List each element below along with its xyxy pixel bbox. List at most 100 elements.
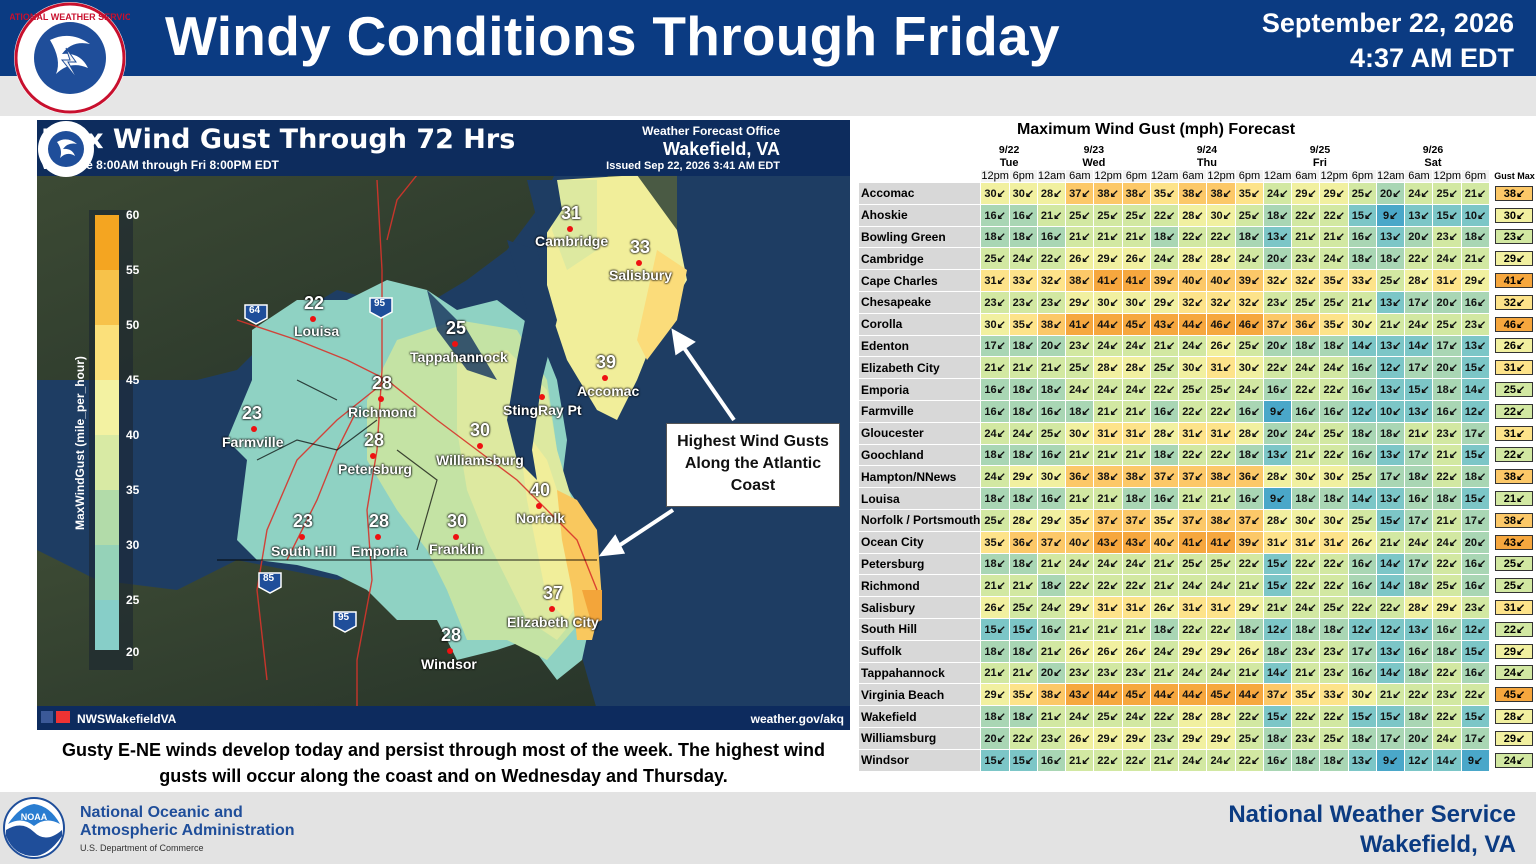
highway-label: 64 bbox=[249, 305, 261, 316]
city-label: Cambridge bbox=[535, 233, 609, 249]
table-gust-cell: 25↙ bbox=[980, 508, 1010, 532]
table-gust-cell: 15↙ bbox=[1461, 487, 1490, 510]
table-location: Emporia bbox=[857, 378, 982, 401]
table-max-value: 38↙ bbox=[1495, 512, 1534, 528]
table-gust-cell: 24↙ bbox=[1036, 596, 1067, 619]
table-gust-cell: 25↙ bbox=[1093, 705, 1123, 728]
table-hour-header: 12am bbox=[1036, 169, 1067, 183]
city-label: Windsor bbox=[421, 656, 477, 672]
table-gust-cell: 41↙ bbox=[1178, 530, 1208, 554]
table-gust-cell: 23↙ bbox=[1065, 661, 1095, 685]
table-gust-cell: 15↙ bbox=[1461, 356, 1490, 380]
city-label: Accomac bbox=[577, 383, 640, 399]
table-gust-cell: 43↙ bbox=[1121, 530, 1151, 554]
table-gust-cell: 16↙ bbox=[1404, 639, 1434, 663]
table-gap bbox=[1489, 269, 1494, 292]
table-gust-cell: 16↙ bbox=[1461, 661, 1490, 685]
table-gust-cell: 35↙ bbox=[1149, 508, 1180, 532]
table-row: Emporia 16↙ 18↙ 18↙ 24↙ 24↙ 24↙ 22↙ 25↙ 25↙ 24↙ 16↙… bbox=[857, 378, 1536, 401]
table-gust-cell: 18↙ bbox=[1234, 225, 1264, 249]
table-location: Farmville bbox=[857, 399, 982, 423]
table-gust-cell: 21↙ bbox=[1375, 312, 1406, 336]
table-gust-cell: 32↙ bbox=[1291, 269, 1321, 292]
table-gust-cell: 33↙ bbox=[1347, 269, 1377, 292]
table-gust-cell: 17↙ bbox=[1461, 726, 1490, 750]
table-gust-cell: 16↙ bbox=[1347, 661, 1377, 685]
table-max-cell: 38↙ bbox=[1492, 465, 1536, 489]
table-gust-cell: 25↙ bbox=[1036, 421, 1067, 445]
city-marker bbox=[549, 606, 555, 612]
map-wfo-block: Weather Forecast Office Wakefield, VA Is… bbox=[606, 124, 780, 172]
table-day-header: Fri bbox=[1262, 156, 1377, 170]
table-gust-cell: 41↙ bbox=[1065, 312, 1095, 336]
table-gust-cell: 22↙ bbox=[1319, 203, 1349, 227]
table-max-cell: 31↙ bbox=[1492, 421, 1536, 445]
table-gust-cell: 24↙ bbox=[1291, 356, 1321, 380]
city-marker bbox=[567, 226, 573, 232]
table-gust-cell: 35↙ bbox=[1008, 683, 1038, 707]
table-location: Petersburg bbox=[857, 552, 982, 576]
table-gap bbox=[1489, 378, 1494, 401]
table-gust-cell: 13↙ bbox=[1461, 334, 1490, 358]
table-gust-cell: 20↙ bbox=[1262, 247, 1293, 271]
table-gust-cell: 15↙ bbox=[1262, 574, 1293, 598]
table-gust-cell: 16↙ bbox=[1432, 399, 1462, 423]
nws-logo-icon: NATIONAL WEATHER SERVICE bbox=[10, 2, 130, 114]
table-gust-cell: 26↙ bbox=[1234, 639, 1264, 663]
table-gust-cell: 20↙ bbox=[1432, 356, 1462, 380]
table-gust-cell: 24↙ bbox=[1178, 748, 1208, 772]
table-gust-cell: 28↙ bbox=[1178, 203, 1208, 227]
table-location: Corolla bbox=[857, 312, 982, 336]
table-gust-cell: 21↙ bbox=[1121, 443, 1151, 467]
table-gust-cell: 16↙ bbox=[1149, 399, 1180, 423]
table-gust-cell: 23↙ bbox=[1121, 661, 1151, 685]
table-gust-cell: 13↙ bbox=[1375, 225, 1406, 249]
table-gust-cell: 22↙ bbox=[1008, 726, 1038, 750]
table-gust-cell: 31↙ bbox=[1291, 530, 1321, 554]
table-gust-cell: 24↙ bbox=[1149, 639, 1180, 663]
table-gap bbox=[1489, 640, 1494, 663]
table-gust-cell: 16↙ bbox=[1036, 399, 1067, 423]
table-gust-cell: 18↙ bbox=[1234, 617, 1264, 641]
table-gust-cell: 25↙ bbox=[1065, 203, 1095, 227]
table-gust-cell: 21↙ bbox=[1347, 290, 1377, 314]
table-gust-cell: 24↙ bbox=[1121, 705, 1151, 728]
table-gust-cell: 18↙ bbox=[1319, 334, 1349, 358]
table-gust-cell: 38↙ bbox=[1121, 465, 1151, 489]
caption: Gusty E-NE winds develop today and persi… bbox=[61, 740, 826, 786]
table-max-value: 46↙ bbox=[1495, 316, 1534, 332]
table-gust-cell: 14↙ bbox=[1347, 334, 1377, 358]
table-max-cell: 31↙ bbox=[1492, 596, 1536, 619]
table-location: Hampton/NNews bbox=[857, 465, 982, 489]
table-gust-cell: 24↙ bbox=[1093, 378, 1123, 401]
map-social-handle[interactable]: NWSWakefieldVA bbox=[77, 712, 177, 726]
noaa-logo-text: NOAA bbox=[21, 812, 48, 822]
city-label: Tappahannock bbox=[410, 349, 508, 365]
table-hour-header: 12pm bbox=[980, 169, 1010, 183]
table-gust-cell: 38↙ bbox=[1093, 465, 1123, 489]
scale-tick: 20 bbox=[126, 645, 140, 659]
table-blank bbox=[1492, 143, 1536, 157]
table-gust-cell: 18↙ bbox=[1262, 726, 1293, 750]
table-gust-cell: 23↙ bbox=[1291, 247, 1321, 271]
table-hour-header: 6am bbox=[1404, 169, 1434, 183]
table-gust-cell: 24↙ bbox=[980, 421, 1010, 445]
table-gap bbox=[1489, 509, 1494, 532]
table-gust-cell: 10↙ bbox=[1461, 203, 1490, 227]
city-label: Salisbury bbox=[609, 267, 673, 283]
table-gust-cell: 32↙ bbox=[1178, 290, 1208, 314]
city-label: StingRay Pt bbox=[503, 402, 582, 418]
table-gust-cell: 23↙ bbox=[1432, 421, 1462, 445]
table-gust-cell: 22↙ bbox=[1404, 247, 1434, 271]
table-gust-cell: 25↙ bbox=[1121, 203, 1151, 227]
table-gust-cell: 9↙ bbox=[1262, 399, 1293, 423]
map-url[interactable]: weather.gov/akq bbox=[750, 712, 844, 726]
table-gust-cell: 36↙ bbox=[1291, 312, 1321, 336]
table-gust-cell: 25↙ bbox=[1178, 378, 1208, 401]
table-gust-cell: 18↙ bbox=[1404, 574, 1434, 598]
table-gust-cell: 18↙ bbox=[1375, 421, 1406, 445]
table-gust-cell: 21↙ bbox=[1065, 748, 1095, 772]
table-gust-cell: 16↙ bbox=[1234, 399, 1264, 423]
table-gust-cell: 21↙ bbox=[1093, 399, 1123, 423]
table-location: Goochland bbox=[857, 443, 982, 467]
